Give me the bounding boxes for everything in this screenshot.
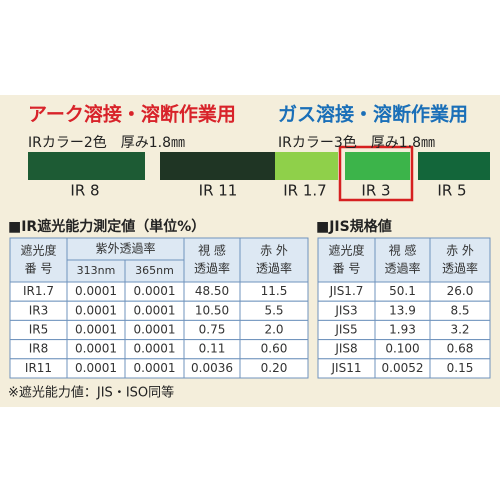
header-text: 視 感 (389, 243, 417, 258)
header-text: 透過率 (194, 261, 230, 276)
table-value: 26.0 (447, 284, 474, 298)
table-cell (9, 237, 68, 283)
table-value: 3.2 (450, 323, 469, 337)
table-value: 0.75 (199, 323, 226, 337)
table-value: JIS1.7 (329, 284, 364, 298)
header-text: 365nm (135, 264, 174, 277)
table-value: 2.0 (264, 323, 283, 337)
table-cell (374, 237, 431, 283)
table-value: 0.0001 (134, 303, 176, 317)
table-value: 50.1 (389, 284, 416, 298)
table-value: 0.20 (261, 361, 288, 375)
table-value: 0.0001 (75, 303, 117, 317)
table-value: 0.15 (447, 361, 474, 375)
table-value: 0.0001 (134, 284, 176, 298)
swatch-ir5 (418, 152, 490, 180)
header-text: 視 感 (198, 243, 226, 258)
table-value: IR3 (29, 303, 49, 317)
table-title: ■IR遮光能力測定値（単位%） (8, 218, 205, 235)
table-value: JIS5 (334, 323, 357, 337)
table-value: 0.0036 (191, 361, 233, 375)
header-text: 番 号 (25, 262, 53, 276)
swatch-ir3 (345, 152, 410, 180)
table-value: 0.0052 (382, 361, 424, 375)
table-value: IR1.7 (23, 284, 54, 298)
swatch-label: IR 11 (199, 182, 238, 200)
header-text: 遮光度 (328, 243, 364, 258)
header-text: 透過率 (256, 261, 292, 276)
footnote: ※遮光能力値：JIS・ISO同等 (8, 385, 174, 401)
swatch-ir8 (28, 152, 145, 180)
table-value: 48.50 (195, 284, 229, 298)
table-value: 0.100 (385, 342, 419, 356)
section-title: ガス溶接・溶断作業用 (278, 103, 468, 126)
table-value: 0.11 (199, 342, 226, 356)
subtitle: IRカラー3色 厚み1.8㎜ (278, 134, 435, 151)
header-text: 313nm (77, 264, 116, 277)
swatch-label: IR 3 (361, 182, 390, 200)
table-value: 0.0001 (134, 342, 176, 356)
swatch-ir1-7 (275, 152, 338, 180)
section-title: アーク溶接・溶断作業用 (28, 103, 236, 126)
table-value: JIS8 (334, 342, 357, 356)
table-title: ■JIS規格値 (316, 218, 392, 235)
table-value: 0.0001 (134, 361, 176, 375)
table-value: 0.0001 (75, 323, 117, 337)
table-cell (239, 358, 309, 379)
swatch-label: IR 1.7 (283, 182, 326, 200)
header-text: 透過率 (442, 261, 478, 276)
table-value: IR8 (29, 342, 49, 356)
table-cell (429, 237, 491, 283)
table-value: JIS3 (334, 303, 357, 317)
subtitle: IRカラー2色 厚み1.8㎜ (28, 134, 185, 151)
table-value: 1.93 (389, 323, 416, 337)
swatch-label: IR 8 (70, 182, 99, 200)
table-cell (239, 237, 309, 283)
highlight-box (338, 145, 414, 202)
header-text: 透過率 (384, 261, 420, 276)
table-value: IR5 (29, 323, 49, 337)
table-value: 13.9 (389, 303, 416, 317)
table-value: IR11 (25, 361, 52, 375)
table-cell (429, 358, 491, 379)
table-value: 0.60 (261, 342, 288, 356)
table-value: 0.0001 (75, 342, 117, 356)
swatch-ir11 (160, 152, 280, 180)
table-value: 10.50 (195, 303, 229, 317)
header-text: 番 号 (333, 262, 361, 276)
table-value: 5.5 (264, 303, 283, 317)
table-value: 0.0001 (134, 323, 176, 337)
header-text: 赤 外 (446, 244, 474, 258)
header-text: 遮光度 (20, 243, 56, 258)
table-value: 0.0001 (75, 361, 117, 375)
table-value: 8.5 (450, 303, 469, 317)
swatch-label: IR 5 (437, 182, 466, 200)
table-value: 0.0001 (75, 284, 117, 298)
table-value: 11.5 (261, 284, 288, 298)
table-value: JIS11 (331, 361, 362, 375)
header-text: 紫外透過率 (95, 241, 155, 256)
table-value: 0.68 (447, 342, 474, 356)
header-text: 赤 外 (260, 244, 288, 258)
